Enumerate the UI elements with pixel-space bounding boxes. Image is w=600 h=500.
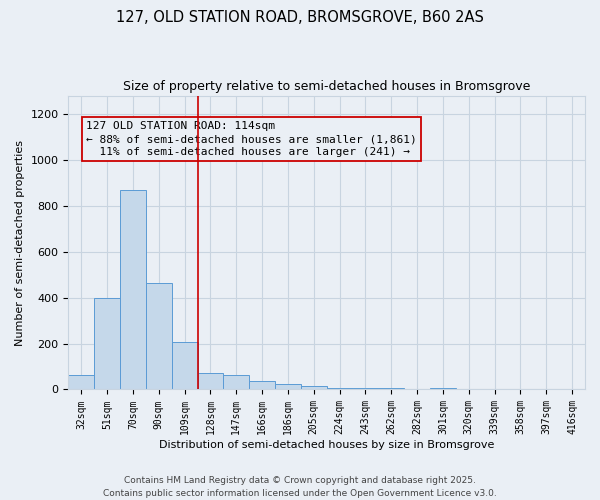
Bar <box>146 282 172 390</box>
Text: Contains HM Land Registry data © Crown copyright and database right 2025.
Contai: Contains HM Land Registry data © Crown c… <box>103 476 497 498</box>
Bar <box>249 382 275 390</box>
Title: Size of property relative to semi-detached houses in Bromsgrove: Size of property relative to semi-detach… <box>123 80 530 93</box>
Bar <box>353 388 379 390</box>
Bar <box>379 388 404 390</box>
Bar <box>223 374 249 390</box>
Bar <box>68 374 94 390</box>
Y-axis label: Number of semi-detached properties: Number of semi-detached properties <box>15 140 25 346</box>
Bar <box>94 298 120 390</box>
X-axis label: Distribution of semi-detached houses by size in Bromsgrove: Distribution of semi-detached houses by … <box>159 440 494 450</box>
Bar <box>275 384 301 390</box>
Bar <box>430 388 456 390</box>
Bar <box>327 388 353 390</box>
Bar <box>172 342 197 390</box>
Text: 127, OLD STATION ROAD, BROMSGROVE, B60 2AS: 127, OLD STATION ROAD, BROMSGROVE, B60 2… <box>116 10 484 25</box>
Bar <box>120 190 146 390</box>
Text: 127 OLD STATION ROAD: 114sqm
← 88% of semi-detached houses are smaller (1,861)
 : 127 OLD STATION ROAD: 114sqm ← 88% of se… <box>86 121 417 157</box>
Bar <box>301 386 327 390</box>
Bar <box>197 374 223 390</box>
